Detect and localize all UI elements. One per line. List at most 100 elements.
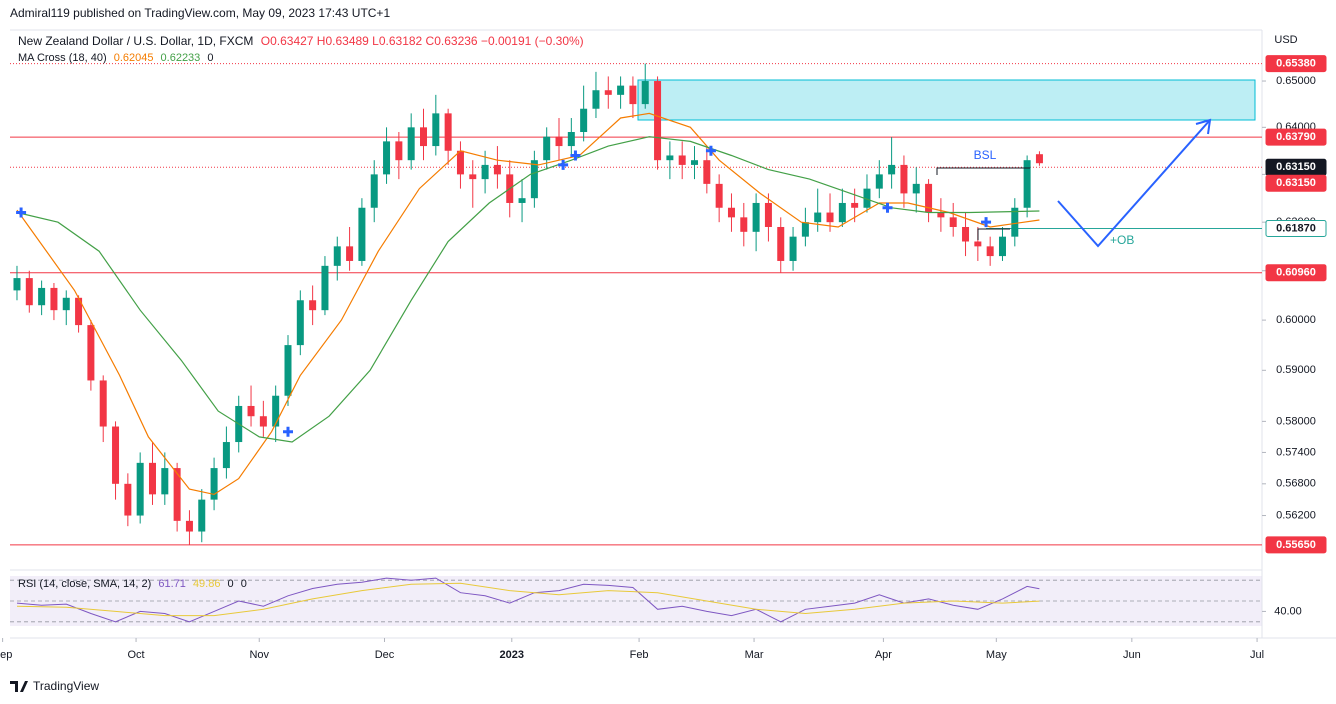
x-tick-label: May <box>986 649 1007 661</box>
candle-body <box>124 483 132 516</box>
candle-body <box>888 164 896 175</box>
candle-body <box>986 246 994 257</box>
cross-signal <box>570 150 581 161</box>
candle-body <box>826 212 834 223</box>
candle-body <box>13 278 21 291</box>
candle-body <box>851 202 859 208</box>
price-label: 0.60960 <box>1276 267 1316 279</box>
rsi-line <box>16 582 1040 617</box>
candle-body <box>1011 207 1019 237</box>
candle-body <box>617 85 625 95</box>
cross-signal <box>558 159 569 170</box>
price-label-box <box>1265 219 1327 237</box>
price-label: 0.63790 <box>1276 131 1316 143</box>
y-tick-label: 0.59000 <box>1276 364 1316 376</box>
candle-body <box>50 287 58 311</box>
currency: USD <box>1274 34 1297 46</box>
ma-slow-value: 0.62233 <box>161 52 201 64</box>
candle-body <box>420 127 428 147</box>
candle-body <box>99 380 107 427</box>
candle-body <box>789 236 797 261</box>
candle-body <box>284 345 292 396</box>
supply-zone <box>637 79 1256 121</box>
moving-average <box>16 112 1040 496</box>
ob-label: +OB <box>1110 233 1134 247</box>
x-tick-label: Dec <box>375 649 395 661</box>
candle-body <box>25 278 33 306</box>
candle-body <box>148 462 156 495</box>
candle-body <box>604 90 612 95</box>
bsl-label: BSL <box>974 148 997 162</box>
axes: 0.650000.640000.630000.620000.610000.600… <box>0 55 1327 661</box>
candle-body <box>962 226 970 242</box>
price-label-box <box>1265 128 1327 146</box>
candle-body <box>998 236 1006 257</box>
cross-signal <box>981 217 992 228</box>
x-tick-label: Oct <box>127 649 144 661</box>
candle-body <box>691 160 699 165</box>
candle-body <box>296 300 304 346</box>
price-label: 0.65380 <box>1276 58 1316 70</box>
candle-body <box>801 222 809 237</box>
candle-body <box>863 188 871 208</box>
candle-body <box>383 141 391 175</box>
drawings: BSL +OB <box>936 118 1212 248</box>
candle-body <box>395 141 403 161</box>
candle-body <box>247 405 255 417</box>
candle-body <box>444 113 452 151</box>
cross-signal <box>16 207 27 218</box>
candle-body <box>752 202 760 232</box>
candle-body <box>900 164 908 194</box>
candle-body <box>112 426 120 484</box>
candle-body <box>1035 154 1043 164</box>
price-label: 0.55650 <box>1276 539 1316 551</box>
candle-body <box>555 136 563 147</box>
candle-body <box>974 241 982 247</box>
candle-body <box>87 325 95 381</box>
price-label: 0.63150 <box>1276 177 1316 189</box>
candle-body <box>580 108 588 133</box>
candle-body <box>838 202 846 223</box>
y-tick-label: 0.57400 <box>1276 446 1316 458</box>
candle-body <box>358 207 366 261</box>
candle-body <box>407 127 415 161</box>
cross-signal <box>282 426 293 437</box>
candle-body <box>481 164 489 180</box>
candle-body <box>654 81 662 161</box>
ma-fast-value: 0.62045 <box>114 52 154 64</box>
candle-body <box>727 207 735 218</box>
price-label-box <box>1265 264 1327 282</box>
ma-name: MA Cross (18, 40) <box>18 52 107 64</box>
candle-body <box>949 217 957 227</box>
candle-body <box>925 183 933 213</box>
price-label-box <box>1265 174 1327 192</box>
footer-logo: TradingView <box>10 679 99 693</box>
rsi-value: 61.71 <box>158 578 186 590</box>
rsi-flag: 0 <box>241 578 247 590</box>
candle-body <box>62 297 70 311</box>
x-tick-label: Apr <box>875 649 892 661</box>
ob-line <box>977 228 1010 240</box>
candle-body <box>456 150 464 175</box>
candle-body <box>161 468 169 495</box>
x-tick-label: 2023 <box>500 649 524 661</box>
arrow-head <box>1195 118 1212 135</box>
candle-body <box>715 183 723 208</box>
candle-body <box>666 155 674 161</box>
price-label: 0.61870 <box>1276 222 1316 234</box>
candle-body <box>321 265 329 311</box>
candle-body <box>346 246 354 261</box>
x-tick-label: Feb <box>630 649 649 661</box>
candle-body <box>333 246 341 266</box>
candle-body <box>641 81 649 105</box>
price-label: 0.63150 <box>1276 161 1316 173</box>
y-tick-label: 0.58000 <box>1276 415 1316 427</box>
y-tick-label: 0.56200 <box>1276 509 1316 521</box>
candle-body <box>543 136 551 161</box>
candle-body <box>198 499 206 532</box>
bsl-line <box>936 167 1030 175</box>
ma-legend: MA Cross (18, 40) 0.62045 0.62233 0 <box>18 52 213 64</box>
candle-body <box>814 212 822 223</box>
candle-body <box>185 520 193 532</box>
candle-body <box>530 160 538 199</box>
